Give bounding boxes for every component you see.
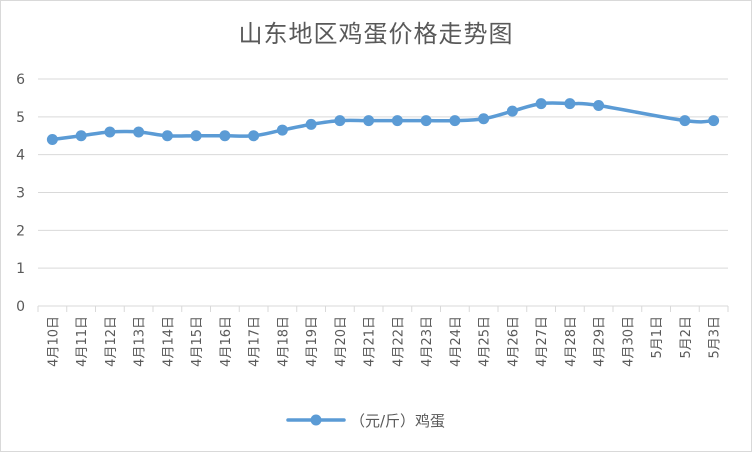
y-tick-label: 1: [16, 261, 25, 277]
data-point: [449, 115, 461, 127]
x-tick-label: 4月14日: [161, 316, 176, 367]
data-point: [564, 98, 576, 110]
data-point: [334, 115, 346, 127]
data-point: [75, 130, 87, 142]
x-tick-label: 4月10日: [46, 316, 61, 367]
x-tick-label: 4月26日: [506, 316, 521, 367]
x-tick-label: 4月21日: [363, 316, 378, 367]
data-point: [420, 115, 432, 127]
data-point: [46, 134, 58, 146]
x-tick-label: 5月2日: [679, 316, 694, 359]
data-point: [305, 118, 317, 130]
x-tick-label: 4月28日: [564, 316, 579, 367]
data-point: [190, 130, 202, 142]
x-tick-label: 4月13日: [133, 316, 148, 367]
data-point: [276, 124, 288, 136]
data-point: [593, 99, 605, 111]
x-tick-label: 4月24日: [449, 316, 464, 367]
data-point: [478, 113, 490, 125]
y-tick-label: 4: [16, 148, 25, 164]
x-tick-label: 4月15日: [190, 316, 205, 367]
x-tick-label: 4月16日: [219, 316, 234, 367]
data-point: [506, 105, 518, 117]
data-point: [104, 126, 116, 138]
x-tick-label: 4月23日: [420, 316, 435, 367]
x-tick-label: 4月29日: [593, 316, 608, 367]
x-tick-label: 4月30日: [621, 316, 636, 367]
y-tick-label: 5: [16, 110, 25, 126]
data-point: [363, 115, 375, 127]
x-tick-label: 4月19日: [305, 316, 320, 367]
x-tick-label: 5月3日: [708, 316, 723, 359]
y-tick-label: 6: [16, 72, 25, 88]
x-tick-label: 4月22日: [391, 316, 406, 367]
y-tick-label: 0: [16, 299, 25, 315]
legend-label: （元/斤）鸡蛋: [350, 412, 445, 430]
y-tick-label: 3: [16, 186, 25, 202]
x-tick-label: 4月25日: [478, 316, 493, 367]
x-tick-label: 4月17日: [248, 316, 263, 367]
x-tick-label: 4月12日: [104, 316, 119, 367]
data-point: [391, 115, 403, 127]
x-tick-label: 4月27日: [535, 316, 550, 367]
data-point: [535, 98, 547, 110]
legend-marker: [310, 414, 322, 426]
data-point: [161, 130, 173, 142]
data-point: [248, 130, 260, 142]
data-point: [133, 126, 145, 138]
data-point: [219, 130, 231, 142]
x-tick-label: 5月1日: [650, 316, 665, 359]
chart-title: 山东地区鸡蛋价格走势图: [238, 20, 514, 48]
data-point: [708, 115, 720, 127]
y-tick-label: 2: [16, 223, 25, 239]
x-tick-label: 4月20日: [334, 316, 349, 367]
series-line: [50, 101, 716, 142]
x-tick-label: 4月11日: [75, 316, 90, 367]
x-tick-label: 4月18日: [276, 316, 291, 367]
data-point: [679, 115, 691, 127]
